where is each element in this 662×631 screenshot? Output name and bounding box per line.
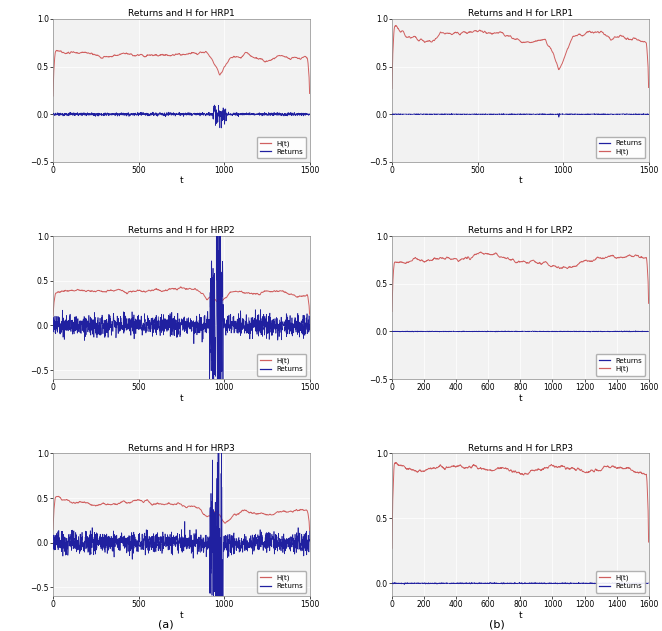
Text: (b): (b) xyxy=(489,620,504,630)
Title: Returns and H for HRP2: Returns and H for HRP2 xyxy=(128,227,234,235)
Title: Returns and H for HRP1: Returns and H for HRP1 xyxy=(128,9,235,18)
Legend: H(t), Returns: H(t), Returns xyxy=(257,571,307,593)
X-axis label: t: t xyxy=(179,611,183,620)
Title: Returns and H for LRP1: Returns and H for LRP1 xyxy=(468,9,573,18)
Legend: H(t), Returns: H(t), Returns xyxy=(596,571,645,593)
Legend: Returns, H(t): Returns, H(t) xyxy=(596,137,645,158)
Legend: H(t), Returns: H(t), Returns xyxy=(257,137,307,158)
Title: Returns and H for LRP3: Returns and H for LRP3 xyxy=(468,444,573,452)
X-axis label: t: t xyxy=(179,177,183,186)
Legend: Returns, H(t): Returns, H(t) xyxy=(596,354,645,375)
Title: Returns and H for HRP3: Returns and H for HRP3 xyxy=(128,444,235,452)
X-axis label: t: t xyxy=(179,394,183,403)
X-axis label: t: t xyxy=(518,394,522,403)
Legend: H(t), Returns: H(t), Returns xyxy=(257,354,307,375)
Title: Returns and H for LRP2: Returns and H for LRP2 xyxy=(468,227,573,235)
X-axis label: t: t xyxy=(518,611,522,620)
Text: (a): (a) xyxy=(158,620,173,630)
X-axis label: t: t xyxy=(518,177,522,186)
